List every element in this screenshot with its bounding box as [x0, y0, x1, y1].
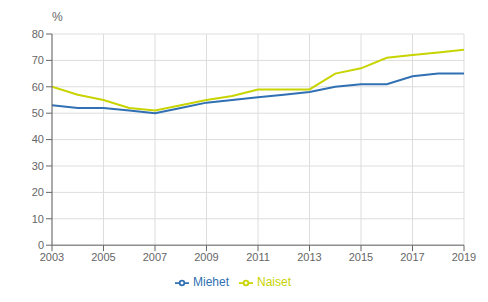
svg-text:50: 50: [32, 107, 44, 119]
svg-text:80: 80: [32, 28, 44, 40]
svg-text:0: 0: [38, 239, 44, 251]
html-text:Naiset: Naiset: [257, 275, 291, 290]
svg-text:2009: 2009: [194, 251, 218, 263]
svg-text:2007: 2007: [143, 251, 167, 263]
html-text:Miehet: Miehet: [193, 275, 229, 290]
svg-text:2015: 2015: [349, 251, 373, 263]
svg-text:2019: 2019: [452, 251, 476, 263]
svg-text:10: 10: [32, 213, 44, 225]
svg-text:2011: 2011: [246, 251, 270, 263]
svg-text:2003: 2003: [40, 251, 64, 263]
svg-text:2017: 2017: [400, 251, 424, 263]
svg-text:30: 30: [32, 160, 44, 172]
svg-text:40: 40: [32, 133, 44, 145]
svg-text:20: 20: [32, 186, 44, 198]
svg-text:2013: 2013: [297, 251, 321, 263]
svg-text:60: 60: [32, 81, 44, 93]
svg-text:70: 70: [32, 54, 44, 66]
svg-text:2005: 2005: [91, 251, 115, 263]
